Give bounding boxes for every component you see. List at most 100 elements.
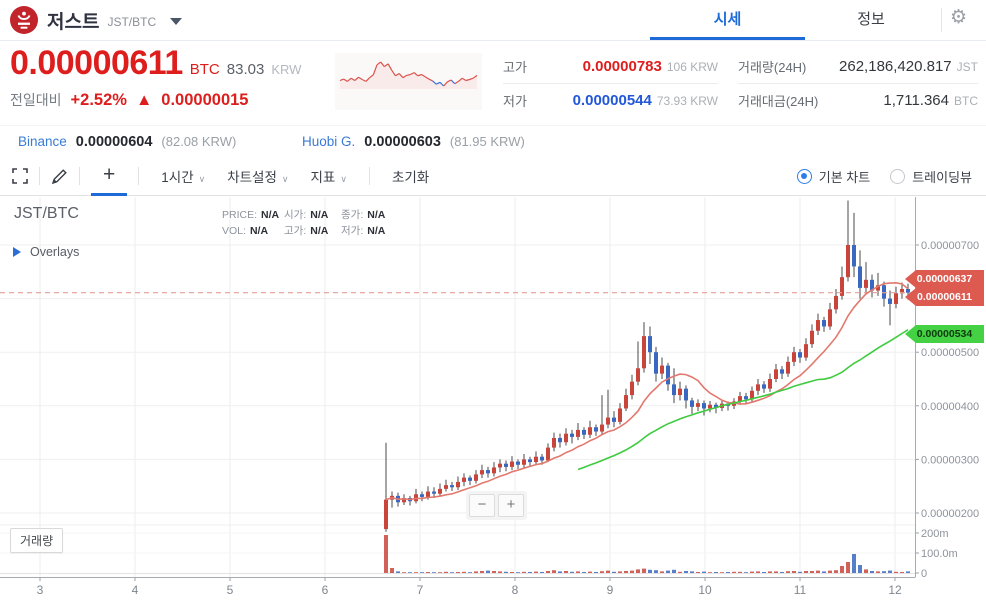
chart-type-tradingview-radio[interactable]: 트레이딩뷰 <box>890 167 972 186</box>
daily-change-row: 전일대비 +2.52% ▲ 0.00000015 <box>10 90 248 110</box>
toolbar-separator <box>138 167 140 185</box>
legend-low-value: N/A <box>367 225 386 237</box>
market-stats: 고가 0.00000783 106 KRW 저가 0.00000544 73.9… <box>503 50 981 117</box>
exchange-binance-link[interactable]: Binance <box>18 134 67 149</box>
change-absolute: 0.00000015 <box>161 91 249 109</box>
exchange-binance-krw: (82.08 KRW) <box>161 134 237 149</box>
chart-zoom-controls: − + <box>466 491 527 520</box>
svg-text:0.00000300: 0.00000300 <box>921 454 979 466</box>
just-coin-logo <box>10 6 38 34</box>
low-value: 0.00000544 <box>572 92 652 109</box>
svg-text:7: 7 <box>417 583 424 597</box>
fullscreen-icon[interactable] <box>12 168 28 184</box>
volume-pane-label: 거래량 <box>10 528 64 553</box>
chart-settings-dropdown[interactable]: 차트설정 ∨ <box>227 170 289 185</box>
current-price-row: 0.00000611 BTC 83.03 KRW <box>10 44 301 83</box>
overlays-toggle[interactable]: Overlays <box>13 245 79 259</box>
price-unit: BTC <box>189 61 220 78</box>
change-percent: +2.52% <box>70 91 127 109</box>
svg-text:100.0m: 100.0m <box>921 548 958 560</box>
turnover-value: 1,711.364 <box>883 92 949 109</box>
expand-triangle-icon <box>13 247 21 257</box>
high-label: 고가 <box>503 60 527 75</box>
svg-text:4: 4 <box>132 583 139 597</box>
legend-open-value: N/A <box>310 209 329 221</box>
radio-icon <box>796 168 812 184</box>
legend-low-label: 저가: <box>341 225 364 237</box>
zoom-out-button[interactable]: − <box>469 494 495 517</box>
krw-unit: KRW <box>271 62 302 77</box>
legend-vol-value: N/A <box>249 225 269 237</box>
legend-vol-label: VOL: <box>222 225 246 237</box>
svg-text:0.00000400: 0.00000400 <box>921 401 979 413</box>
current-price: 0.00000611 <box>10 44 183 82</box>
zoom-in-button[interactable]: + <box>498 494 524 517</box>
svg-text:3: 3 <box>37 583 44 597</box>
exchange-binance-price: 0.00000604 <box>75 133 153 150</box>
page-header: 저스트 JST/BTC 시세 정보 ⚙ <box>0 0 986 41</box>
turnover-24h-row: 거래대금(24H) 1,711.364 BTC <box>738 84 978 117</box>
svg-text:8: 8 <box>512 583 519 597</box>
draw-pencil-icon[interactable] <box>51 168 68 185</box>
chart-legend-stats: PRICE: N/A 시가: N/A 종가: N/A VOL: N/A 고가: N/A 저… <box>222 207 398 239</box>
chevron-down-icon: ∨ <box>198 174 206 184</box>
svg-text:6: 6 <box>322 583 329 597</box>
toolbar-separator <box>368 167 370 185</box>
price-chart-canvas[interactable]: 34567891011120.000007000.000006000.00000… <box>0 197 986 608</box>
coin-pair: JST/BTC <box>107 15 157 29</box>
coin-name: 저스트 <box>47 11 100 33</box>
coin-dropdown-caret-icon[interactable] <box>170 18 183 25</box>
high-price-row: 고가 0.00000783 106 KRW <box>503 50 718 84</box>
low-label: 저가 <box>503 94 527 109</box>
toolbar-separator <box>39 167 40 185</box>
chart-symbol-label: JST/BTC <box>14 205 79 222</box>
chart-toolbar: + 1시간 ∨ 차트설정 ∨ 지표 ∨ 초기화 기본 차트 트레이딩뷰 <box>0 157 986 196</box>
svg-text:0: 0 <box>921 568 927 580</box>
exchange-binance: Binance 0.00000604 (82.08 KRW) <box>18 126 236 157</box>
svg-text:200m: 200m <box>921 528 949 540</box>
volume-value: 262,186,420.817 <box>839 58 952 75</box>
high-krw: 106 KRW <box>666 60 718 74</box>
tab-market[interactable]: 시세 <box>650 0 805 40</box>
legend-open-label: 시가: <box>284 209 307 221</box>
svg-text:0.00000200: 0.00000200 <box>921 508 979 520</box>
low-price-row: 저가 0.00000544 73.93 KRW <box>503 84 718 117</box>
svg-text:10: 10 <box>698 583 712 597</box>
add-chart-tool-button[interactable]: + <box>91 157 128 196</box>
exchange-huobi-price: 0.00000603 <box>364 133 441 150</box>
chart-type-basic-radio[interactable]: 기본 차트 <box>796 167 870 186</box>
indicators-dropdown[interactable]: 지표 ∨ <box>310 170 347 185</box>
high-value: 0.00000783 <box>582 58 662 75</box>
volume-24h-row: 거래량(24H) 262,186,420.817 JST <box>738 50 978 84</box>
svg-text:12: 12 <box>888 583 902 597</box>
svg-text:9: 9 <box>607 583 614 597</box>
change-direction-arrow: ▲ <box>135 91 153 109</box>
volume-unit: JST <box>956 60 978 74</box>
exchange-huobi-krw: (81.95 KRW) <box>449 134 525 149</box>
svg-text:11: 11 <box>794 583 807 597</box>
price-tag-ma-long: 0.00000534 <box>905 325 984 343</box>
legend-high-value: N/A <box>310 225 329 237</box>
turnover-label: 거래대금(24H) <box>738 94 819 109</box>
chevron-down-icon: ∨ <box>281 174 289 184</box>
legend-close-value: N/A <box>367 209 386 221</box>
svg-text:0.00000500: 0.00000500 <box>921 347 979 359</box>
coin-title-group[interactable]: 저스트 JST/BTC <box>10 0 183 40</box>
settings-gear-icon[interactable]: ⚙ <box>950 7 968 28</box>
turnover-unit: BTC <box>954 94 978 108</box>
chevron-down-icon: ∨ <box>340 174 347 184</box>
tab-info[interactable]: 정보 <box>857 11 885 28</box>
legend-high-label: 고가: <box>284 225 307 237</box>
reset-chart-button[interactable]: 초기화 <box>391 170 430 185</box>
volume-label: 거래량(24H) <box>738 60 807 75</box>
svg-text:5: 5 <box>227 583 234 597</box>
svg-text:0.00000700: 0.00000700 <box>921 240 979 252</box>
header-divider <box>941 8 942 32</box>
exchange-huobi-link[interactable]: Huobi G. <box>302 134 356 149</box>
price-tag-current: 0.00000611 <box>905 288 984 306</box>
toolbar-separator <box>79 167 80 185</box>
interval-dropdown[interactable]: 1시간 ∨ <box>161 170 206 185</box>
legend-price-value: N/A <box>261 209 280 221</box>
exchange-huobi: Huobi G. 0.00000603 (81.95 KRW) <box>302 126 525 157</box>
